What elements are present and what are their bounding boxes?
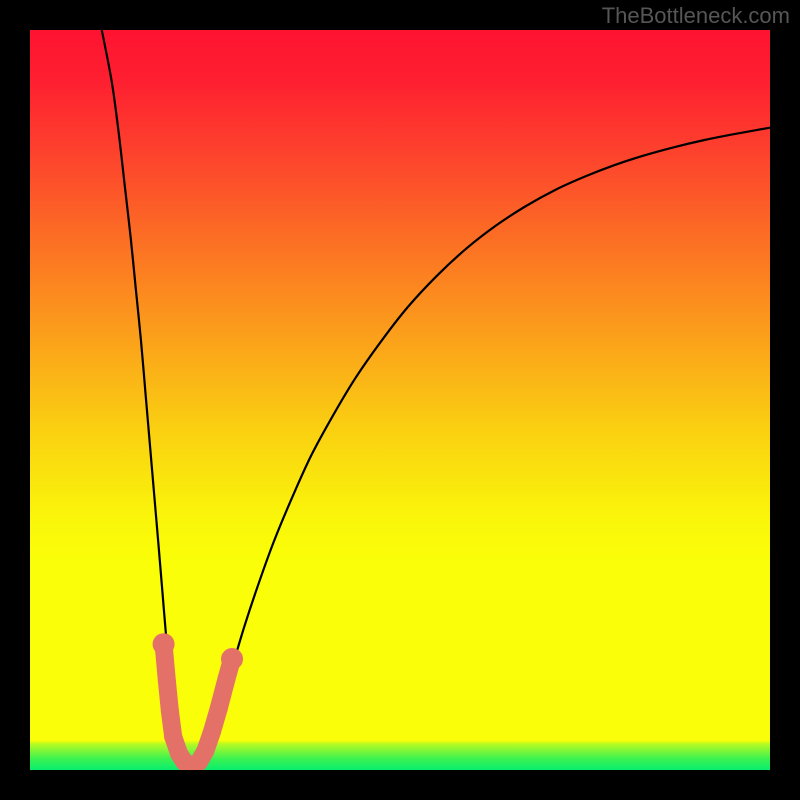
- chart-root: { "watermark": { "text": "TheBottleneck.…: [0, 0, 800, 800]
- marker-endcap: [153, 633, 175, 655]
- plot-area: [30, 30, 770, 770]
- watermark-text: TheBottleneck.com: [602, 3, 790, 29]
- bottleneck-chart-svg: [30, 30, 770, 770]
- marker-endcap: [221, 648, 243, 670]
- gradient-background: [30, 30, 770, 770]
